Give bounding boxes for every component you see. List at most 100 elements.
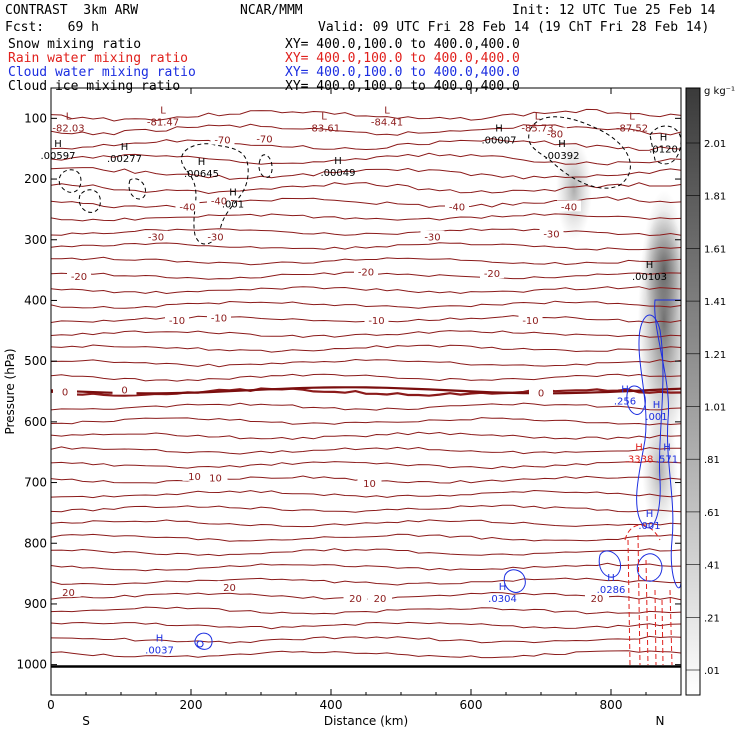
high-marker: H	[121, 142, 129, 153]
field-xy-cloud-water: XY= 400.0,100.0 to 400.0,400.0	[285, 65, 520, 80]
isotherm-line	[51, 256, 681, 266]
cloud-water-contour	[626, 385, 646, 415]
isotherm-label: 0	[538, 389, 544, 400]
y-tick-label: 100	[24, 111, 47, 125]
isotherm-label: -10	[522, 316, 538, 327]
field-xy-snow: XY= 400.0,100.0 to 400.0,400.0	[285, 37, 520, 52]
freezing-line	[51, 386, 681, 395]
colorbar-tick-label: 1.41	[704, 297, 726, 308]
low-marker: L	[535, 111, 541, 122]
isotherm-line	[51, 286, 681, 295]
y-tick-label: 200	[24, 172, 47, 186]
isotherm-label: -10	[211, 313, 227, 324]
rain-water-contour	[669, 589, 673, 666]
isotherm-label-bg	[539, 227, 564, 239]
y-tick-label: 500	[24, 354, 47, 368]
extremum-value: .0286	[597, 585, 626, 596]
field-label-cloud-ice: Cloud ice mixing ratio	[8, 79, 181, 94]
isotherm-label: 0	[121, 386, 127, 397]
y-tick-label: 300	[24, 233, 47, 247]
forecast-hour: Fcst: 69 h	[5, 20, 99, 35]
colorbar-tick-label: 1.81	[704, 192, 726, 203]
high-marker: H	[156, 633, 164, 644]
colorbar-tick-label: .01	[704, 666, 720, 677]
extremum-value: -81.47	[147, 117, 179, 128]
isotherm-label: 10	[209, 474, 222, 485]
isotherm-label-bg	[585, 591, 609, 603]
field-label-snow: Snow mixing ratio	[8, 37, 142, 52]
high-marker: H	[660, 133, 668, 144]
colorbar-tick-label: .21	[704, 613, 720, 624]
isotherm-label: -10	[368, 316, 384, 327]
isotherm-label: -30	[207, 233, 223, 244]
extremum-value: .001	[222, 199, 244, 210]
isotherm-label-bg	[343, 591, 368, 603]
isotherm-label-bg	[480, 267, 504, 279]
isotherm-line	[51, 460, 681, 470]
isotherm-label-bg	[67, 270, 91, 282]
y-axis-label: Pressure (hPa)	[3, 348, 17, 434]
isotherm-line	[51, 621, 681, 630]
extremum-value: .00007	[482, 136, 517, 147]
isotherm-line	[51, 167, 681, 180]
y-tick-label: 800	[24, 536, 47, 550]
cloud-ice-contour	[180, 143, 249, 245]
colorbar-tick-label: 1.61	[704, 244, 726, 255]
isotherm-label-bg	[207, 311, 231, 323]
isotherm-label-bg	[112, 383, 137, 395]
isotherm-line	[51, 519, 681, 528]
low-marker: L	[321, 111, 327, 122]
high-marker: H	[558, 139, 566, 150]
isotherm-line	[51, 577, 681, 586]
low-marker: L	[629, 111, 635, 122]
high-marker: H	[646, 509, 654, 520]
org-label: NCAR/MMM	[240, 3, 303, 18]
low-marker: L	[160, 105, 166, 116]
extremum-value: -83.61	[308, 123, 340, 134]
extremum-value: .571	[656, 454, 678, 465]
extremum-value: .0120	[649, 145, 678, 156]
cloud-ice-contour	[649, 125, 681, 165]
cloud-water-contour	[194, 632, 213, 650]
high-marker: H	[635, 442, 643, 453]
colorbar-tick-label: 1.21	[704, 350, 726, 361]
isotherm-label: -40	[211, 196, 227, 207]
x-axis-label: Distance (km)	[324, 714, 408, 728]
isotherm-label-bg	[364, 313, 389, 325]
isotherm-label-bg	[175, 200, 200, 212]
isotherm-line	[51, 548, 681, 557]
x-tick-label: 200	[180, 698, 203, 712]
isotherm-label: -70	[256, 134, 272, 145]
isotherm-label: 0	[62, 388, 68, 399]
isotherm-line	[51, 137, 681, 151]
y-tick-label: 1000	[16, 658, 47, 672]
cloud-water-contour	[637, 553, 663, 582]
isotherm-line	[51, 504, 681, 513]
extremum-value: .001	[645, 412, 667, 423]
cloud-water-contour	[654, 299, 681, 589]
isotherm-label-bg	[53, 385, 77, 397]
high-marker: H	[653, 400, 661, 411]
isotherm-label-bg	[144, 230, 168, 242]
x-tick-label: 600	[460, 698, 483, 712]
rain-water-contour	[654, 589, 657, 666]
isotherm-line	[51, 330, 681, 338]
isotherm-line	[51, 533, 681, 542]
field-xy-rain: XY= 400.0,100.0 to 400.0,400.0	[285, 51, 520, 66]
rain-water-contour	[661, 599, 664, 666]
isotherm-label: 20	[62, 588, 75, 599]
isotherm-label-bg	[252, 132, 277, 144]
isotherm-label: 10	[188, 472, 201, 483]
isotherm-label-bg	[543, 127, 567, 139]
isotherm-label-bg	[203, 230, 228, 242]
isotherm-label: 10	[363, 479, 376, 490]
south-label: S	[82, 714, 90, 728]
isotherm-line	[51, 562, 681, 572]
isotherm-line	[51, 431, 681, 440]
isotherm-line	[51, 152, 681, 166]
low-marker: L	[66, 111, 72, 122]
isotherm-label-bg	[56, 585, 81, 597]
low-marker: L	[384, 105, 390, 116]
isotherm-line	[51, 108, 681, 122]
